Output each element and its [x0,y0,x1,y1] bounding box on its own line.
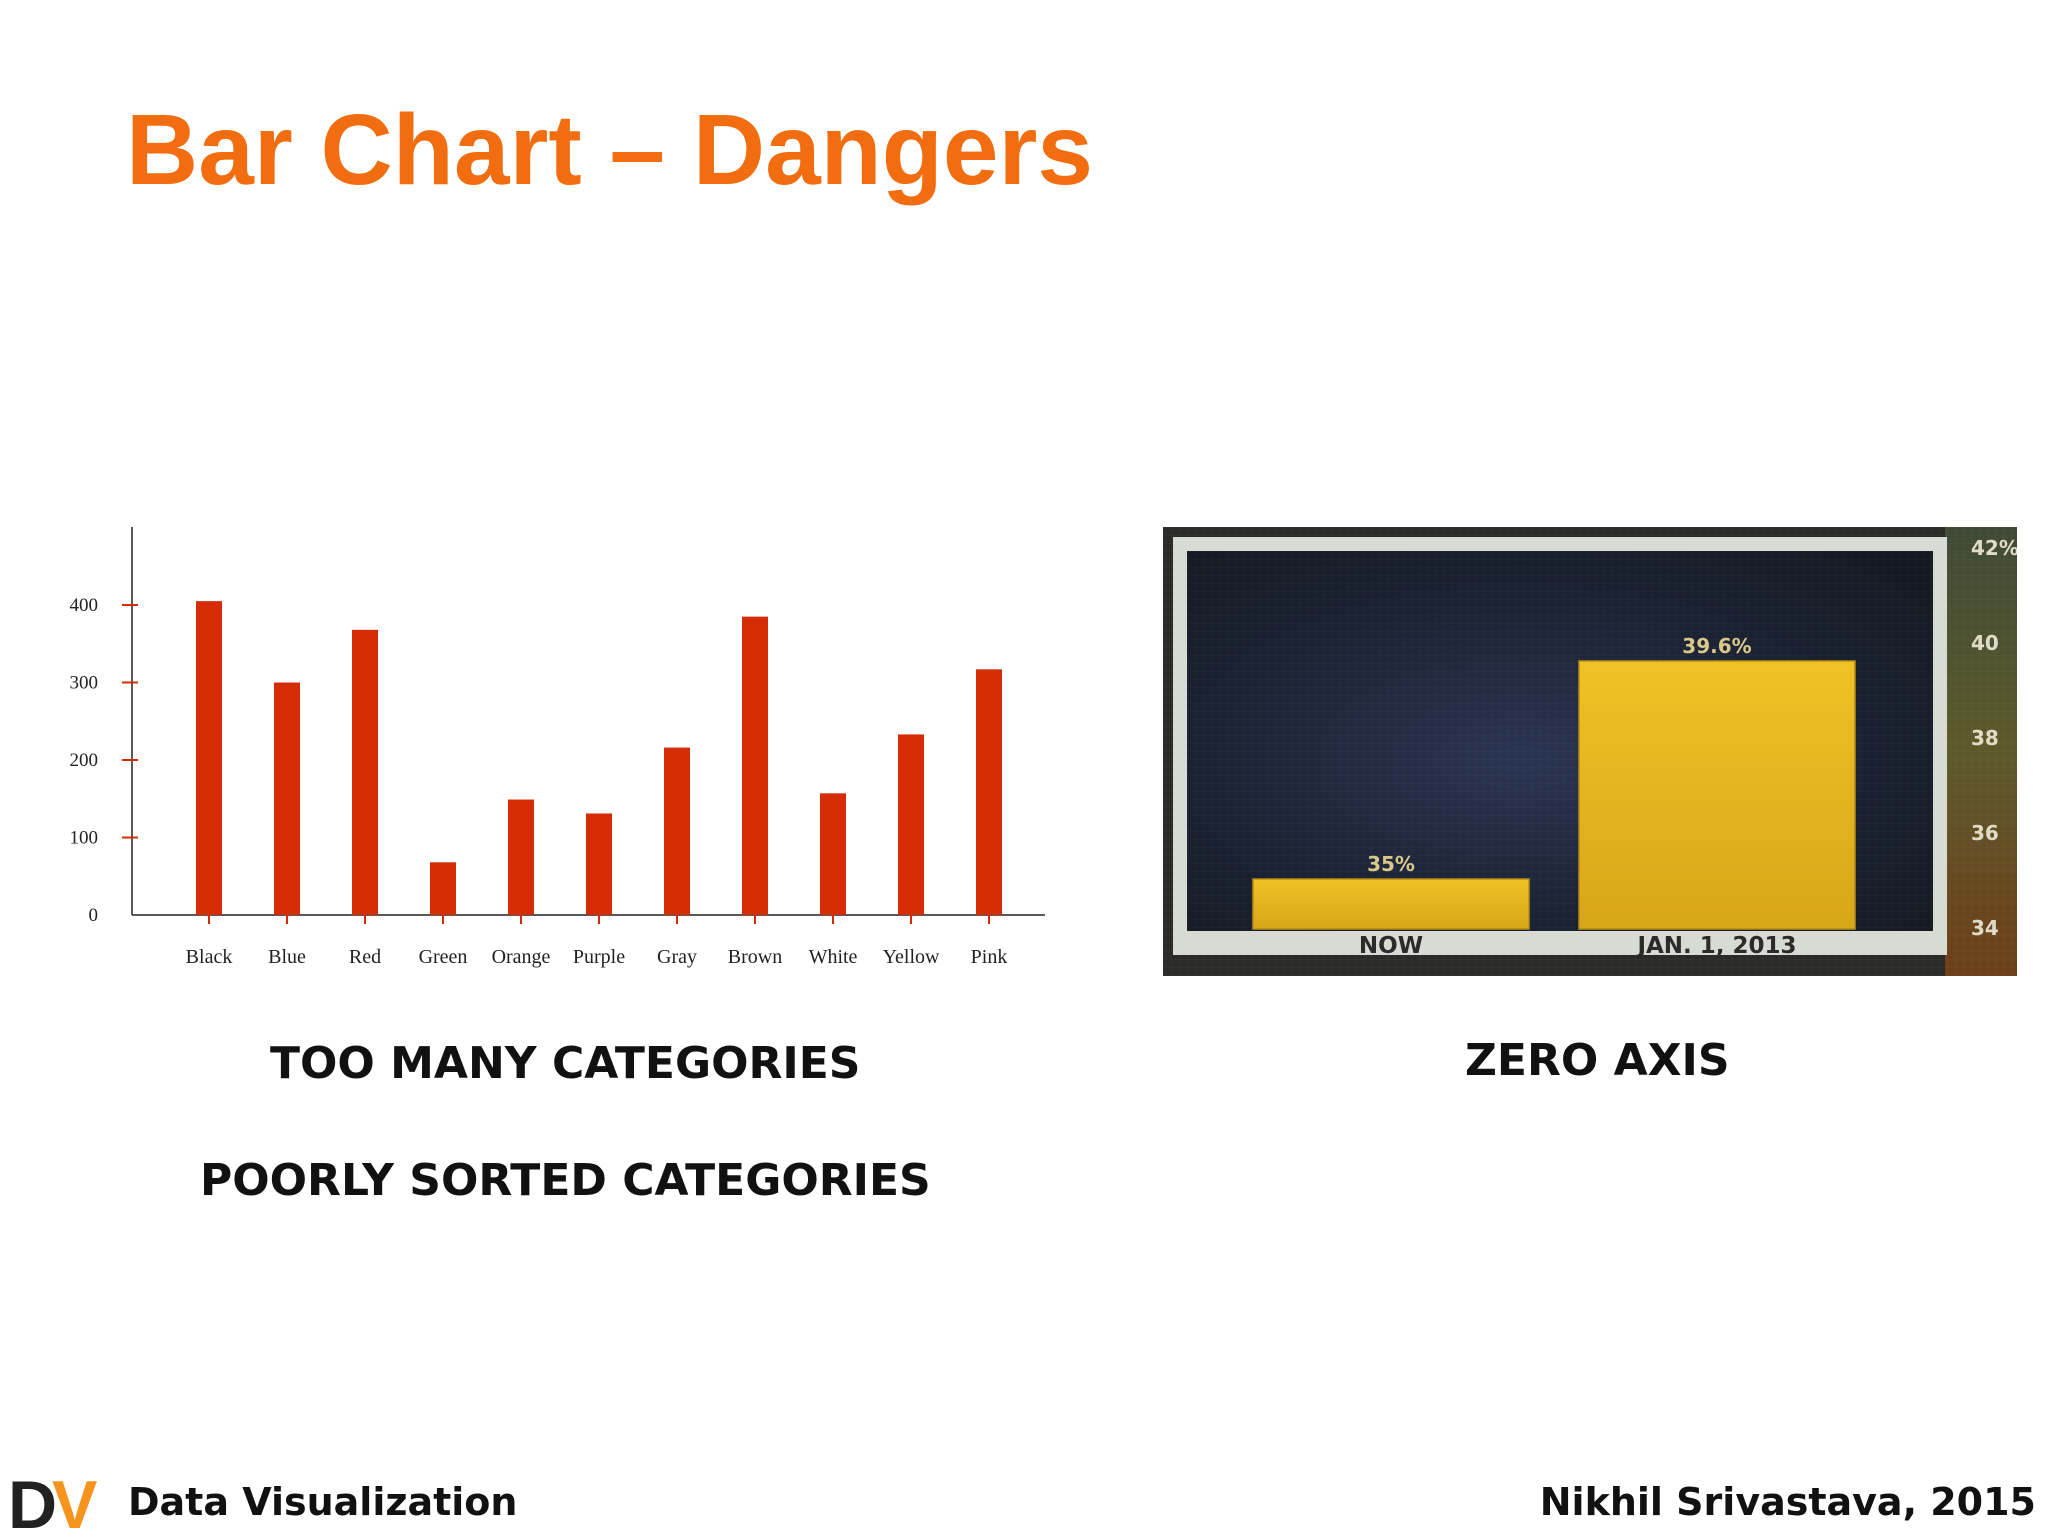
left-chart-bar [664,747,690,915]
zero-axis-data-label: 35% [1367,852,1415,876]
dv-logo-icon: D V [8,1470,97,1532]
dv-logo-d: D [8,1470,57,1532]
zero-axis-y-tick-label: 36 [1971,821,1999,845]
zero-axis-bar [1252,878,1530,930]
left-chart-y-tick-label: 100 [70,828,99,849]
left-chart-category-label: Orange [492,946,551,968]
zero-axis-category-label: NOW [1359,933,1423,959]
left-chart-bars [196,601,1002,915]
left-chart-bar [742,616,768,915]
left-chart-labels: 0 100 200 300 400 Black Blue Red Green Orange Purp… [70,595,1008,968]
caption-poorly-sorted-categories: POORLY SORTED CATEGORIES [200,1155,931,1206]
zero-axis-bars [1252,660,1856,930]
slide-title: Bar Chart – Dangers [126,94,1093,206]
zero-axis-labels: 35% NOW 39.6% JAN. 1, 2013 [1359,634,1797,959]
left-chart-category-label: Pink [971,946,1008,968]
left-chart-bar [274,682,300,915]
left-chart-category-label: Blue [268,946,306,968]
left-chart-bar [430,862,456,915]
left-chart-y-tick-label: 0 [89,905,99,926]
left-chart-bar [820,793,846,915]
left-chart-category-label: Brown [728,946,782,968]
caption-zero-axis: ZERO AXIS [1465,1035,1730,1086]
left-chart-category-label: Purple [573,946,625,968]
left-chart-bar [586,813,612,915]
zero-axis-category-label: JAN. 1, 2013 [1635,933,1796,959]
left-chart-bar [196,601,222,915]
left-chart-bar [352,629,378,915]
zero-axis-y-tick-label: 42% [1971,536,2017,560]
left-chart-y-tick-label: 300 [70,673,99,694]
left-chart-y-tick-label: 200 [70,750,99,771]
zero-axis-chart-panel: 35% NOW 39.6% JAN. 1, 2013 34 36 38 40 42% [1163,527,2017,976]
left-chart-category-label: Green [419,946,468,968]
left-chart-bar [898,734,924,915]
dv-logo-v: V [52,1470,97,1532]
left-chart-bar [508,799,534,915]
left-chart-category-label: Red [349,946,381,968]
zero-axis-y-tick-label: 40 [1971,631,1999,655]
footer-author: Nikhil Srivastava, 2015 [1539,1480,2036,1524]
zero-axis-bar [1578,660,1856,930]
left-chart-category-label: Yellow [883,946,940,968]
footer-course-title: Data Visualization [128,1480,518,1524]
left-chart-category-label: White [809,946,858,968]
left-chart-category-label: Gray [657,946,697,968]
left-chart-y-tick-label: 400 [70,595,99,616]
left-chart-bar [976,669,1002,915]
caption-too-many-categories: TOO MANY CATEGORIES [270,1038,861,1089]
zero-axis-bar-chart: 35% NOW 39.6% JAN. 1, 2013 34 36 38 40 42% [1163,527,2017,976]
zero-axis-y-tick-label: 34 [1971,916,1999,940]
zero-axis-y-tick-label: 38 [1971,726,1999,750]
left-chart-category-label: Black [186,946,233,968]
too-many-categories-bar-chart: 0 100 200 300 400 Black Blue Red Green Orange Purp… [70,527,1045,968]
zero-axis-ticks: 34 36 38 40 42% [1971,536,2017,940]
zero-axis-data-label: 39.6% [1682,634,1751,658]
